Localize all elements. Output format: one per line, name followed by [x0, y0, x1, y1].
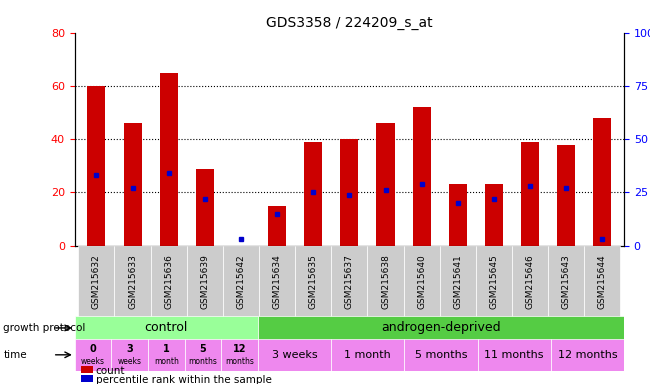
Text: 11 months: 11 months	[484, 350, 544, 360]
Bar	[439, 246, 476, 317]
Bar	[196, 169, 214, 246]
Bar	[75, 339, 111, 371]
Bar	[160, 73, 177, 246]
Bar	[295, 246, 332, 317]
Text: control: control	[144, 321, 188, 334]
Bar	[593, 118, 612, 246]
Text: 5 months: 5 months	[415, 350, 467, 360]
Text: months: months	[225, 357, 254, 366]
Bar	[512, 246, 548, 317]
Bar	[185, 339, 221, 371]
Text: 5: 5	[200, 344, 206, 354]
Bar	[114, 246, 151, 317]
Bar	[521, 142, 539, 246]
Bar	[304, 142, 322, 246]
Bar	[124, 123, 142, 246]
Text: GSM215637: GSM215637	[345, 254, 354, 309]
Text: weeks: weeks	[118, 357, 142, 366]
Text: 12 months: 12 months	[558, 350, 618, 360]
Text: GSM215633: GSM215633	[128, 254, 137, 309]
Bar	[584, 246, 620, 317]
Text: GSM215632: GSM215632	[92, 254, 101, 309]
Bar	[258, 316, 624, 340]
Bar	[332, 246, 367, 317]
Text: GSM215641: GSM215641	[453, 254, 462, 309]
Text: growth protocol: growth protocol	[3, 323, 86, 333]
Text: GSM215642: GSM215642	[237, 254, 246, 309]
Bar	[341, 139, 358, 246]
Text: weeks: weeks	[81, 357, 105, 366]
Text: 3 weeks: 3 weeks	[272, 350, 317, 360]
Bar	[75, 316, 258, 340]
Text: androgen-deprived: androgen-deprived	[381, 321, 500, 334]
Text: GSM215645: GSM215645	[489, 254, 499, 309]
Text: time: time	[3, 350, 27, 360]
Text: GSM215643: GSM215643	[562, 254, 571, 309]
Text: 0: 0	[90, 344, 96, 354]
Text: months: months	[188, 357, 217, 366]
Bar	[87, 86, 105, 246]
Bar	[485, 184, 503, 246]
Bar	[268, 206, 286, 246]
Text: 3: 3	[126, 344, 133, 354]
Bar	[404, 246, 439, 317]
Bar	[548, 246, 584, 317]
Text: GSM215646: GSM215646	[526, 254, 534, 309]
Bar	[476, 246, 512, 317]
Bar	[151, 246, 187, 317]
Bar	[557, 144, 575, 246]
Text: percentile rank within the sample: percentile rank within the sample	[96, 375, 272, 384]
Bar	[79, 246, 114, 317]
Bar	[448, 184, 467, 246]
Text: GSM215636: GSM215636	[164, 254, 173, 309]
Bar	[221, 339, 258, 371]
Text: count: count	[96, 366, 125, 376]
Bar	[367, 246, 404, 317]
Bar	[478, 339, 551, 371]
Text: 1 month: 1 month	[344, 350, 391, 360]
Bar	[551, 339, 624, 371]
Bar	[258, 339, 331, 371]
Text: 12: 12	[233, 344, 246, 354]
Text: GSM215634: GSM215634	[272, 254, 281, 309]
Bar	[187, 246, 223, 317]
Text: 1: 1	[163, 344, 170, 354]
Text: GSM215638: GSM215638	[381, 254, 390, 309]
Bar	[259, 246, 295, 317]
Bar	[376, 123, 395, 246]
Text: GSM215640: GSM215640	[417, 254, 426, 309]
Bar	[223, 246, 259, 317]
Bar	[404, 339, 478, 371]
Text: GSM215639: GSM215639	[200, 254, 209, 309]
Bar	[111, 339, 148, 371]
Bar	[331, 339, 404, 371]
Text: GSM215635: GSM215635	[309, 254, 318, 309]
Text: GSM215644: GSM215644	[598, 254, 607, 309]
Text: month: month	[154, 357, 179, 366]
Bar	[413, 107, 431, 246]
Title: GDS3358 / 224209_s_at: GDS3358 / 224209_s_at	[266, 16, 433, 30]
Bar	[148, 339, 185, 371]
